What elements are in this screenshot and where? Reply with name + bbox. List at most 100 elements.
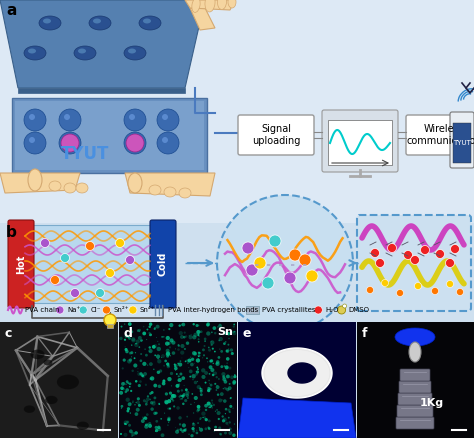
Circle shape bbox=[174, 367, 178, 370]
Circle shape bbox=[148, 422, 151, 425]
Circle shape bbox=[203, 416, 206, 419]
Circle shape bbox=[158, 385, 161, 388]
Circle shape bbox=[202, 357, 203, 358]
Polygon shape bbox=[238, 398, 356, 438]
Circle shape bbox=[233, 375, 237, 378]
Circle shape bbox=[456, 289, 464, 296]
Circle shape bbox=[223, 388, 224, 389]
Ellipse shape bbox=[205, 0, 215, 12]
Circle shape bbox=[194, 363, 195, 364]
Circle shape bbox=[148, 332, 151, 334]
Circle shape bbox=[284, 272, 296, 284]
Circle shape bbox=[182, 376, 185, 380]
Circle shape bbox=[202, 417, 204, 418]
Circle shape bbox=[366, 286, 374, 293]
Circle shape bbox=[169, 323, 173, 327]
Circle shape bbox=[218, 427, 221, 429]
Circle shape bbox=[242, 242, 254, 254]
Circle shape bbox=[159, 369, 162, 373]
Circle shape bbox=[140, 339, 143, 342]
Circle shape bbox=[206, 331, 210, 336]
Circle shape bbox=[162, 137, 168, 143]
Circle shape bbox=[224, 387, 225, 388]
Circle shape bbox=[226, 350, 228, 352]
Circle shape bbox=[168, 422, 169, 423]
Circle shape bbox=[137, 371, 138, 372]
Circle shape bbox=[161, 354, 165, 358]
Circle shape bbox=[197, 368, 199, 370]
Circle shape bbox=[185, 391, 190, 395]
Circle shape bbox=[177, 379, 180, 382]
Circle shape bbox=[198, 338, 200, 340]
Circle shape bbox=[154, 328, 156, 330]
Circle shape bbox=[164, 400, 169, 404]
Circle shape bbox=[191, 427, 195, 430]
Circle shape bbox=[128, 382, 129, 384]
Circle shape bbox=[182, 424, 186, 427]
Circle shape bbox=[225, 413, 226, 414]
FancyBboxPatch shape bbox=[406, 115, 474, 155]
Circle shape bbox=[179, 423, 181, 426]
Circle shape bbox=[185, 389, 188, 391]
Circle shape bbox=[230, 397, 232, 399]
Circle shape bbox=[145, 384, 147, 386]
Circle shape bbox=[216, 389, 217, 391]
Circle shape bbox=[254, 257, 266, 269]
Circle shape bbox=[232, 434, 236, 437]
Circle shape bbox=[135, 343, 137, 344]
Circle shape bbox=[146, 397, 150, 401]
Text: Cold: Cold bbox=[158, 252, 168, 276]
Circle shape bbox=[146, 328, 148, 330]
FancyBboxPatch shape bbox=[150, 220, 176, 308]
Circle shape bbox=[205, 381, 207, 384]
Circle shape bbox=[149, 322, 152, 326]
Circle shape bbox=[126, 380, 128, 383]
Circle shape bbox=[120, 325, 122, 328]
Ellipse shape bbox=[139, 16, 161, 30]
Text: PVA chain: PVA chain bbox=[25, 307, 60, 313]
Circle shape bbox=[207, 389, 210, 392]
Circle shape bbox=[231, 352, 234, 355]
Circle shape bbox=[196, 330, 201, 334]
Circle shape bbox=[216, 363, 218, 364]
Circle shape bbox=[191, 434, 194, 437]
Circle shape bbox=[125, 348, 128, 351]
Circle shape bbox=[181, 389, 183, 392]
Circle shape bbox=[196, 371, 197, 372]
Circle shape bbox=[191, 357, 194, 361]
FancyBboxPatch shape bbox=[450, 112, 474, 168]
Circle shape bbox=[224, 365, 225, 367]
Circle shape bbox=[230, 375, 234, 379]
Ellipse shape bbox=[395, 328, 435, 346]
Circle shape bbox=[157, 109, 179, 131]
Text: Wireless
communication: Wireless communication bbox=[406, 124, 474, 146]
Circle shape bbox=[234, 374, 236, 375]
Circle shape bbox=[178, 375, 180, 377]
Circle shape bbox=[199, 336, 200, 337]
Circle shape bbox=[219, 348, 220, 350]
Circle shape bbox=[176, 373, 178, 375]
Circle shape bbox=[154, 384, 157, 388]
Circle shape bbox=[194, 402, 195, 403]
Polygon shape bbox=[288, 363, 316, 383]
Circle shape bbox=[184, 348, 186, 350]
Circle shape bbox=[149, 351, 150, 352]
Circle shape bbox=[148, 424, 152, 428]
Circle shape bbox=[200, 419, 201, 420]
Circle shape bbox=[160, 418, 162, 420]
Circle shape bbox=[142, 375, 145, 378]
Circle shape bbox=[106, 268, 115, 278]
Bar bbox=[453, 123, 471, 163]
Circle shape bbox=[151, 391, 154, 394]
Circle shape bbox=[142, 362, 146, 366]
Circle shape bbox=[143, 399, 146, 402]
Circle shape bbox=[157, 371, 160, 374]
Circle shape bbox=[125, 334, 128, 338]
Circle shape bbox=[95, 289, 104, 297]
Circle shape bbox=[167, 377, 172, 381]
Circle shape bbox=[146, 401, 148, 403]
Circle shape bbox=[166, 355, 169, 358]
Circle shape bbox=[198, 354, 201, 357]
Circle shape bbox=[189, 335, 190, 336]
Circle shape bbox=[183, 385, 184, 386]
